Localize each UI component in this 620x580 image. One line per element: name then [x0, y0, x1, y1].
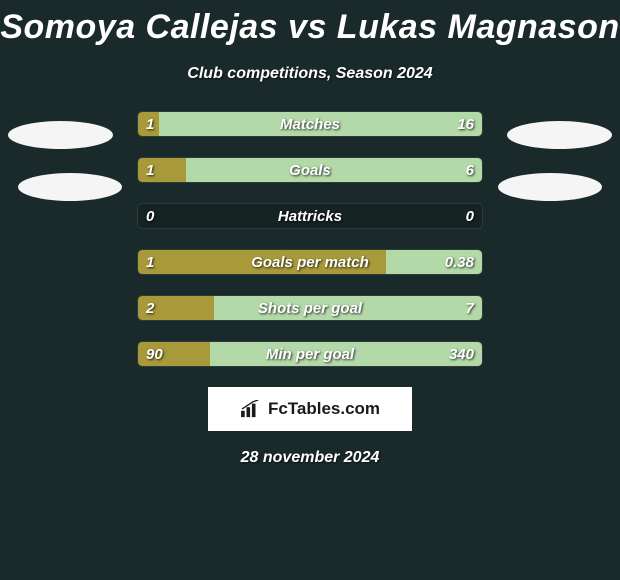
- stat-row-hattricks: 0 Hattricks 0: [137, 203, 483, 229]
- bar-right-fill: [214, 296, 482, 320]
- page-title: Somoya Callejas vs Lukas Magnason: [0, 8, 619, 47]
- player2-photo: [507, 121, 612, 149]
- stat-value-right: 340: [449, 342, 474, 366]
- bar-right-fill: [159, 112, 482, 136]
- stat-value-left: 2: [146, 296, 154, 320]
- stat-row-goals: 1 Goals 6: [137, 157, 483, 183]
- stat-value-right: 0.38: [445, 250, 474, 274]
- stat-value-left: 1: [146, 250, 154, 274]
- bar-right-fill: [186, 158, 482, 182]
- stat-value-left: 1: [146, 112, 154, 136]
- stat-value-left: 90: [146, 342, 163, 366]
- watermark: FcTables.com: [208, 387, 412, 431]
- watermark-text: FcTables.com: [268, 399, 380, 419]
- stat-row-matches: 1 Matches 16: [137, 111, 483, 137]
- subtitle: Club competitions, Season 2024: [187, 65, 432, 83]
- player1-photo-alt: [18, 173, 122, 201]
- stat-value-right: 7: [466, 296, 474, 320]
- date-label: 28 november 2024: [241, 449, 380, 467]
- bar-right-fill: [210, 342, 482, 366]
- chart-icon: [240, 400, 262, 418]
- player1-photo: [8, 121, 113, 149]
- stat-row-goals-per-match: 1 Goals per match 0.38: [137, 249, 483, 275]
- stat-value-right: 0: [466, 204, 474, 228]
- stat-value-right: 6: [466, 158, 474, 182]
- bar-left-fill: [138, 250, 386, 274]
- player2-photo-alt: [498, 173, 602, 201]
- bars-container: 1 Matches 16 1 Goals 6 0 Hattricks 0: [137, 111, 483, 367]
- stat-value-left: 0: [146, 204, 154, 228]
- comparison-chart: 1 Matches 16 1 Goals 6 0 Hattricks 0: [0, 111, 620, 367]
- stat-row-min-per-goal: 90 Min per goal 340: [137, 341, 483, 367]
- stat-value-left: 1: [146, 158, 154, 182]
- stat-row-shots-per-goal: 2 Shots per goal 7: [137, 295, 483, 321]
- stat-label: Hattricks: [138, 204, 482, 228]
- stat-value-right: 16: [457, 112, 474, 136]
